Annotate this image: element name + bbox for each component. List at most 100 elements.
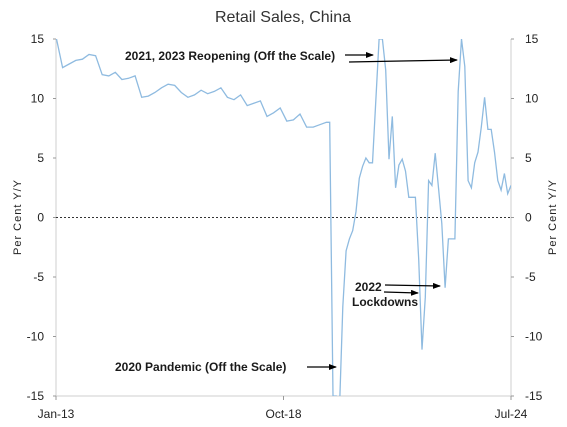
y-ticks-right: 15 10 5 0 -5 -10 -15	[511, 32, 543, 403]
data-point	[167, 83, 169, 85]
data-point	[88, 54, 90, 56]
data-point	[395, 187, 397, 189]
data-point	[500, 189, 502, 191]
data-point	[477, 151, 479, 153]
y-tick-label-right: -5	[525, 270, 536, 284]
data-point	[286, 120, 288, 122]
data-point	[121, 79, 123, 81]
data-point	[312, 126, 314, 128]
annotation-lockdowns-arrow-1	[384, 282, 441, 289]
data-point	[418, 258, 420, 260]
x-ticks: Jan-13 Oct-18 Jul-24	[38, 396, 528, 421]
data-point	[115, 72, 117, 74]
y-tick-label-right: -10	[525, 330, 543, 344]
data-point	[444, 287, 446, 289]
data-point	[95, 55, 97, 57]
data-point	[273, 112, 275, 114]
data-point	[411, 196, 413, 198]
data-point	[148, 95, 150, 97]
data-point	[345, 250, 347, 252]
y-tick-label-left: 5	[37, 151, 44, 165]
data-point	[431, 185, 433, 187]
y-tick-label-right: 0	[525, 211, 532, 225]
data-point	[342, 306, 344, 308]
y-axis-label-left: Per Cent Y/Y	[12, 179, 24, 255]
data-point	[359, 177, 361, 179]
annotation-reopening: 2021, 2023 Reopening (Off the Scale)	[125, 49, 335, 63]
annotation-lockdowns-line2: Lockdowns	[352, 295, 418, 309]
data-point	[392, 116, 394, 118]
data-point	[339, 395, 341, 397]
data-point	[227, 97, 229, 99]
data-point	[355, 211, 357, 213]
data-point	[246, 105, 248, 107]
data-point	[154, 92, 156, 94]
data-point	[279, 107, 281, 109]
data-point	[180, 92, 182, 94]
data-point	[484, 97, 486, 99]
y-tick-label-left: 0	[37, 211, 44, 225]
data-point	[128, 77, 130, 79]
data-point	[421, 349, 423, 351]
data-point	[266, 116, 268, 118]
data-point	[332, 395, 334, 397]
data-point	[454, 238, 456, 240]
data-point	[207, 93, 209, 95]
y-ticks-left: 15 10 5 0 -5 -10 -15	[27, 32, 56, 403]
data-point	[497, 180, 499, 182]
data-point	[398, 164, 400, 166]
data-point	[415, 196, 417, 198]
annotation-lockdowns-line1: 2022	[355, 280, 382, 294]
annotation-pandemic: 2020 Pandemic (Off the Scale)	[115, 360, 286, 374]
data-point	[378, 38, 380, 40]
data-point	[213, 91, 215, 93]
data-point	[306, 126, 308, 128]
y-tick-label-right: 5	[525, 151, 532, 165]
data-point	[510, 185, 512, 187]
data-point	[438, 187, 440, 189]
x-tick-label: Oct-18	[265, 407, 301, 421]
data-point	[441, 223, 443, 225]
data-point	[329, 122, 331, 124]
data-point	[233, 99, 235, 101]
data-point	[200, 89, 202, 91]
y-tick-label-right: 10	[525, 92, 539, 106]
data-point	[471, 187, 473, 189]
y-axis-label-right: Per Cent Y/Y	[547, 179, 559, 255]
y-tick-label-left: -15	[27, 389, 45, 403]
data-point	[220, 87, 222, 89]
data-point	[75, 60, 77, 62]
data-point	[428, 180, 430, 182]
annotation-lockdowns-arrow-2	[383, 289, 419, 296]
data-point	[101, 74, 103, 76]
series-points	[55, 38, 512, 397]
data-point	[55, 38, 57, 40]
data-point	[365, 157, 367, 159]
data-point	[260, 100, 262, 102]
data-point	[62, 67, 64, 69]
series-line	[56, 39, 511, 396]
annotation-reopening-arrow-2023	[348, 57, 458, 64]
data-point	[335, 395, 337, 397]
y-tick-label-left: 15	[31, 32, 45, 46]
data-point	[434, 152, 436, 154]
x-tick-label: Jul-24	[495, 407, 528, 421]
data-point	[448, 238, 450, 240]
data-point	[481, 126, 483, 128]
data-point	[385, 69, 387, 71]
data-point	[240, 94, 242, 96]
chart-title: Retail Sales, China	[215, 9, 351, 26]
x-tick-label: Jan-13	[38, 407, 75, 421]
data-point	[187, 97, 189, 99]
y-tick-label-left: 10	[31, 92, 45, 106]
data-point	[372, 162, 374, 164]
data-point	[174, 85, 176, 87]
y-tick-label-left: -10	[27, 330, 45, 344]
data-point	[326, 122, 328, 124]
data-point	[504, 173, 506, 175]
data-point	[474, 162, 476, 164]
data-point	[82, 58, 84, 60]
data-point	[299, 113, 301, 115]
data-point	[507, 193, 509, 195]
data-point	[457, 91, 459, 93]
